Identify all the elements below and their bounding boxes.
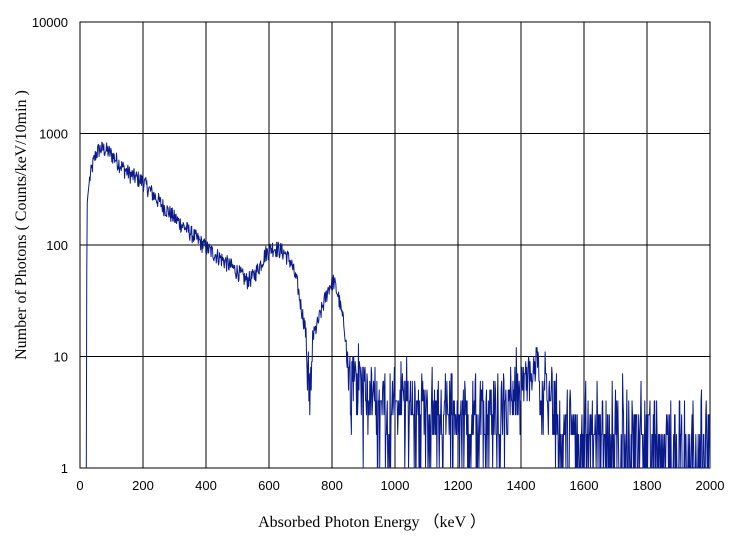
- plot-frame: [79, 21, 711, 469]
- y-tick-label: 10: [54, 350, 68, 365]
- x-tick-label: 400: [195, 478, 217, 493]
- x-tick-label: 800: [321, 478, 343, 493]
- series-layer: [85, 141, 711, 469]
- x-tick-label: 1600: [570, 478, 599, 493]
- y-tick-label: 1: [61, 461, 68, 476]
- y-tick-label: 1000: [39, 127, 68, 142]
- series-line: [85, 141, 711, 469]
- x-tick-label: 0: [76, 478, 83, 493]
- x-tick-label: 1200: [444, 478, 473, 493]
- y-tick-label: 10000: [32, 15, 68, 30]
- x-tick-label: 1400: [507, 478, 536, 493]
- x-tick-label: 1800: [633, 478, 662, 493]
- x-tick-label: 1000: [381, 478, 410, 493]
- y-tick-label: 100: [46, 238, 68, 253]
- x-axis-ticks: 0 200 400 600 800 1000 1200 1400 1600 1800 2000: [76, 478, 724, 493]
- x-tick-label: 2000: [696, 478, 725, 493]
- x-axis-title: Absorbed Photon Energy （keV ）: [258, 513, 486, 531]
- y-axis-title: Number of Photons ( Counts/keV/10min ): [13, 90, 30, 360]
- y-axis-ticks: 1 10 100 1000 10000: [32, 15, 68, 476]
- x-tick-label: 600: [258, 478, 280, 493]
- x-tick-label: 200: [132, 478, 154, 493]
